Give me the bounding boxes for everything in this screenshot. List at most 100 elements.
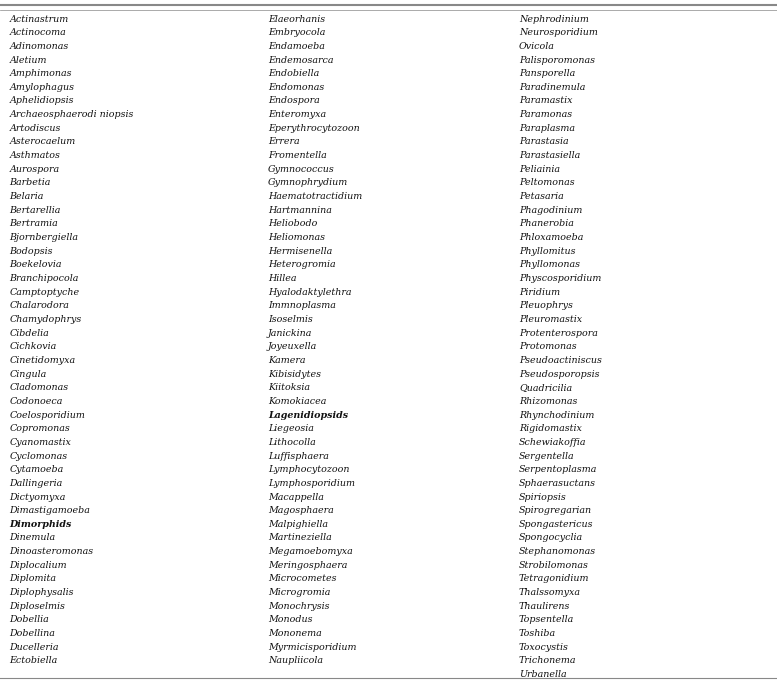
Text: Nephrodinium: Nephrodinium [519,14,589,24]
Text: Lymphocytozoon: Lymphocytozoon [268,465,350,474]
Text: Monodus: Monodus [268,615,312,624]
Text: Hermisenella: Hermisenella [268,247,333,256]
Text: Cichkovia: Cichkovia [9,342,57,352]
Text: Dobellina: Dobellina [9,629,55,638]
Text: Coelosporidium: Coelosporidium [9,411,85,420]
Text: Pansporella: Pansporella [519,69,575,78]
Text: Malpighiella: Malpighiella [268,520,328,529]
Text: Protenterospora: Protenterospora [519,328,598,338]
Text: Rhizomonas: Rhizomonas [519,397,577,406]
Text: Heliomonas: Heliomonas [268,233,325,242]
Text: Kibisidytes: Kibisidytes [268,370,321,379]
Text: Pseudoactiniscus: Pseudoactiniscus [519,356,602,365]
Text: Schewiakoffia: Schewiakoffia [519,438,587,447]
Text: Endamoeba: Endamoeba [268,42,325,51]
Text: Dinoasteromonas: Dinoasteromonas [9,547,93,556]
Text: Asthmatos: Asthmatos [9,151,60,160]
Text: Toxocystis: Toxocystis [519,643,569,651]
Text: Heliobodo: Heliobodo [268,220,318,228]
Text: Bertarellia: Bertarellia [9,206,61,215]
Text: Phyllomonas: Phyllomonas [519,260,580,269]
Text: Sergentella: Sergentella [519,452,575,460]
Text: Lymphosporidium: Lymphosporidium [268,479,355,488]
Text: Paramastix: Paramastix [519,97,573,105]
Text: Monochrysis: Monochrysis [268,602,329,611]
Text: Copromonas: Copromonas [9,424,70,433]
Text: Phloxamoeba: Phloxamoeba [519,233,584,242]
Text: Dimastigamoeba: Dimastigamoeba [9,506,90,515]
Text: Paradinemula: Paradinemula [519,83,585,92]
Text: Immnoplasma: Immnoplasma [268,301,336,310]
Text: Aurospora: Aurospora [9,165,60,174]
Text: Quadricilia: Quadricilia [519,384,572,392]
Text: Thalssomyxa: Thalssomyxa [519,588,581,597]
Text: Spirogregarian: Spirogregarian [519,506,592,515]
Text: Pleuromastix: Pleuromastix [519,315,582,324]
Text: Tetragonidium: Tetragonidium [519,575,590,583]
Text: Boekelovia: Boekelovia [9,260,62,269]
Text: Protomonas: Protomonas [519,342,577,352]
Text: Lithocolla: Lithocolla [268,438,315,447]
Text: Dictyomyxa: Dictyomyxa [9,492,66,502]
Text: Stephanomonas: Stephanomonas [519,547,596,556]
Text: Spiriopsis: Spiriopsis [519,492,566,502]
Text: Fromentella: Fromentella [268,151,327,160]
Text: Heterogromia: Heterogromia [268,260,336,269]
Text: Elaeorhanis: Elaeorhanis [268,14,326,24]
Text: Aletium: Aletium [9,56,47,65]
Text: Ducelleria: Ducelleria [9,643,59,651]
Text: Lagenidiopsids: Lagenidiopsids [268,411,348,420]
Text: Trichonema: Trichonema [519,656,577,666]
Text: Camptoptyche: Camptoptyche [9,288,79,296]
Text: Topsentella: Topsentella [519,615,574,624]
Text: Chamydophrys: Chamydophrys [9,315,82,324]
Text: Eperythrocytozoon: Eperythrocytozoon [268,124,360,133]
Text: Phagodinium: Phagodinium [519,206,583,215]
Text: Piridium: Piridium [519,288,560,296]
Text: Cyclomonas: Cyclomonas [9,452,68,460]
Text: Bertramia: Bertramia [9,220,58,228]
Text: Sphaerasuctans: Sphaerasuctans [519,479,596,488]
Text: Rhynchodinium: Rhynchodinium [519,411,594,420]
Text: Paramonas: Paramonas [519,110,572,119]
Text: Adinomonas: Adinomonas [9,42,68,51]
Text: Komokiacea: Komokiacea [268,397,326,406]
Text: Kiitoksia: Kiitoksia [268,384,310,392]
Text: Parastasiella: Parastasiella [519,151,580,160]
Text: Martineziella: Martineziella [268,534,332,543]
Text: Archaeosphaerodi niopsis: Archaeosphaerodi niopsis [9,110,134,119]
Text: Urbanella: Urbanella [519,670,566,679]
Text: Petasaria: Petasaria [519,192,564,201]
Text: Dobellia: Dobellia [9,615,49,624]
Text: Palisporomonas: Palisporomonas [519,56,595,65]
Text: Toshiba: Toshiba [519,629,556,638]
Text: Phyllomitus: Phyllomitus [519,247,576,256]
Text: Diplocalium: Diplocalium [9,561,67,570]
Text: Microcometes: Microcometes [268,575,336,583]
Text: Cibdelia: Cibdelia [9,328,49,338]
Text: Barbetia: Barbetia [9,178,51,188]
Text: Embryocola: Embryocola [268,28,326,37]
Text: Mononema: Mononema [268,629,322,638]
Text: Pseudosporopsis: Pseudosporopsis [519,370,600,379]
Text: Aphelidiopsis: Aphelidiopsis [9,97,74,105]
Text: Branchipocola: Branchipocola [9,274,78,283]
Text: Dallingeria: Dallingeria [9,479,63,488]
Text: Cyanomastix: Cyanomastix [9,438,71,447]
Text: Asterocaelum: Asterocaelum [9,137,75,146]
Text: Endemosarca: Endemosarca [268,56,333,65]
Text: Spongocyclia: Spongocyclia [519,534,584,543]
Text: Actinastrum: Actinastrum [9,14,68,24]
Text: Naupliicola: Naupliicola [268,656,323,666]
Text: Serpentoplasma: Serpentoplasma [519,465,598,474]
Text: Microgromia: Microgromia [268,588,330,597]
Text: Liegeosia: Liegeosia [268,424,314,433]
Text: Dinemula: Dinemula [9,534,55,543]
Text: Parastasia: Parastasia [519,137,569,146]
Text: Joyeuxella: Joyeuxella [268,342,317,352]
Text: Cytamoeba: Cytamoeba [9,465,64,474]
Text: Janickina: Janickina [268,328,312,338]
Text: Kamera: Kamera [268,356,305,365]
Text: Strobilomonas: Strobilomonas [519,561,589,570]
Text: Spongastericus: Spongastericus [519,520,594,529]
